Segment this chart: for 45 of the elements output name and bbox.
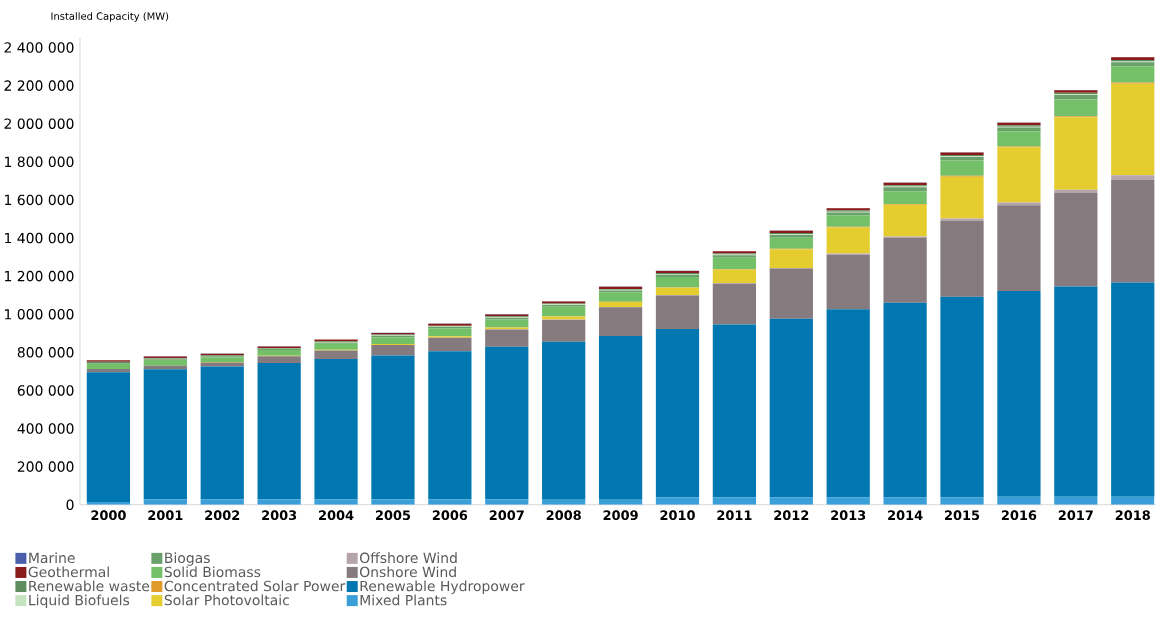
legend-label: Solar Photovoltaic [164,594,289,606]
legend-label: Marine [29,552,75,564]
x-tick-label: 2016 [1001,510,1037,521]
legend-label: Onshore Wind [359,566,456,578]
x-tick-label: 2010 [660,510,695,521]
x-tick-label: 2012 [774,510,809,521]
x-tick-label: 2006 [432,510,468,521]
legend-label: Biogas [165,552,210,566]
y-tick-label: 1 400 000 [5,232,74,244]
y-tick-label: 800 000 [17,347,74,358]
x-tick-label: 2017 [1058,510,1093,521]
x-tick-label: 2018 [1115,510,1150,521]
x-tick-label: 2015 [945,510,980,521]
y-tick-label: 200 000 [17,461,74,473]
legend-label: Renewable Hydropower [360,580,525,595]
y-axis-title: Installed Capacity (MW) [51,12,169,22]
x-tick-label: 2000 [91,510,126,521]
x-tick-label: 2002 [205,510,240,521]
legend-label: Liquid Biofuels [29,594,130,609]
x-tick-label: 2001 [148,510,183,521]
y-tick-label: 1 800 000 [5,156,74,168]
x-tick-label: 2013 [831,510,866,521]
legend-label: Mixed Plants [360,594,447,606]
y-tick-label: 0 [66,499,74,511]
x-tick-label: 2007 [489,510,524,521]
legend-label: Geothermal [28,566,109,578]
y-tick-label: 1 600 000 [5,194,74,206]
y-tick-label: 2 400 000 [4,42,74,53]
y-tick-label: 1 000 000 [5,309,74,320]
y-tick-label: 400 000 [17,423,74,434]
x-tick-label: 2008 [546,510,581,521]
x-tick-label: 2004 [319,510,354,521]
y-tick-label: 2 000 000 [4,118,74,130]
x-tick-label: 2005 [375,510,411,521]
x-tick-label: 2009 [603,510,638,521]
x-tick-label: 2011 [717,510,752,521]
legend-label: Renewable waste [29,580,150,592]
y-tick-label: 1 200 000 [5,270,74,282]
x-tick-label: 2014 [888,510,923,521]
x-tick-label: 2003 [262,510,297,521]
legend-label: Concentrated Solar Power [164,580,346,592]
legend-label: Offshore Wind [359,552,457,564]
y-tick-label: 600 000 [17,385,74,396]
legend-label: Solid Biomass [164,566,261,578]
y-tick-label: 2 200 000 [4,80,74,92]
